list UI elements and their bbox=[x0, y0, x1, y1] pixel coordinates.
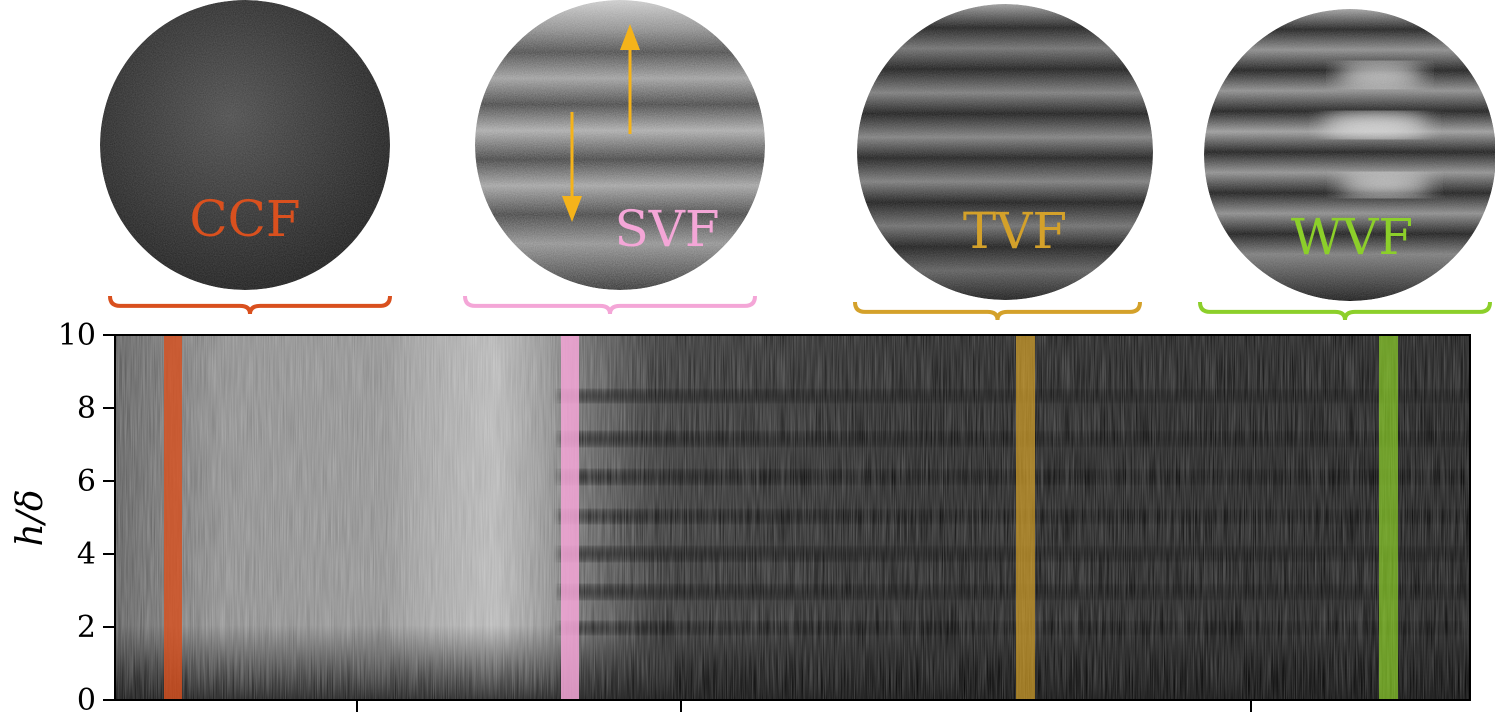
wvf-image bbox=[1204, 9, 1495, 301]
y-tick-label: 0 bbox=[77, 683, 96, 718]
ccf-brace bbox=[108, 295, 392, 315]
ccf-image bbox=[100, 0, 390, 290]
panel-wvf: WVF bbox=[1198, 9, 1495, 321]
panel-tvf: TVF bbox=[853, 4, 1153, 321]
spatiotemporal-image bbox=[115, 335, 1470, 700]
svf-label: SVF bbox=[614, 200, 719, 258]
tvf-marker-stripe bbox=[1016, 335, 1035, 700]
y-tick-label: 4 bbox=[77, 537, 96, 572]
wvf-marker-stripe bbox=[1379, 335, 1398, 700]
y-tick-label: 8 bbox=[77, 391, 96, 426]
svf-marker-stripe bbox=[561, 335, 579, 700]
ccf-marker-stripe bbox=[164, 335, 182, 700]
arrow-down-icon bbox=[562, 196, 582, 222]
svf-image bbox=[475, 0, 765, 290]
tvf-label: TVF bbox=[963, 202, 1067, 260]
y-axis: 0 2 4 6 8 10 bbox=[58, 318, 115, 718]
x-axis-ticks bbox=[356, 700, 1252, 712]
wvf-label: WVF bbox=[1291, 208, 1413, 266]
y-tick-label: 10 bbox=[58, 318, 96, 353]
y-axis-label: h/δ bbox=[10, 490, 51, 547]
plot-frame bbox=[114, 334, 1471, 701]
arrow-up-icon bbox=[620, 24, 640, 50]
tvf-brace bbox=[853, 301, 1142, 321]
panel-ccf: CCF bbox=[100, 0, 392, 315]
spatiotemporal-plot: 0 2 4 6 8 10 h/δ bbox=[10, 318, 1471, 718]
wvf-brace bbox=[1198, 301, 1492, 321]
y-tick-label: 6 bbox=[77, 464, 96, 499]
svf-brace bbox=[463, 295, 757, 315]
svf-arrows bbox=[562, 24, 640, 222]
panel-svf: SVF bbox=[463, 0, 765, 315]
y-tick-label: 2 bbox=[77, 610, 96, 645]
ccf-label: CCF bbox=[189, 190, 300, 248]
tvf-image bbox=[857, 4, 1153, 300]
